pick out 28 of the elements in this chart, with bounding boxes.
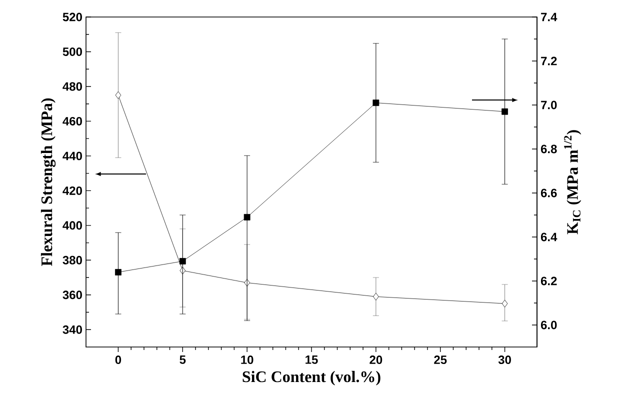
- y2-tick-label: 6.2: [540, 276, 557, 286]
- y-tick-label: 480: [62, 82, 82, 91]
- y-tick-label: 360: [62, 290, 82, 300]
- x-tick-label: 20: [370, 356, 382, 364]
- y2-axis-title: K$_{IC}$ (MPa m$^{1/2}$): [564, 130, 582, 234]
- x-tick-label: 5: [180, 356, 186, 364]
- y-tick-label: 380: [62, 256, 82, 264]
- y2-tick-label: 7.4: [541, 12, 558, 22]
- x-axis-title: SiC Content (vol.%): [242, 370, 380, 386]
- y-tick-label: 340: [62, 325, 82, 334]
- y2-tick-label: 6.8: [540, 144, 557, 154]
- y-tick-label: 500: [62, 47, 82, 56]
- y-tick-label: 440: [62, 152, 82, 160]
- x-tick-label: 10: [241, 356, 254, 364]
- y-tick-label: 520: [62, 12, 82, 22]
- x-tick-label: 15: [306, 356, 318, 364]
- x-tick-label: 30: [498, 356, 511, 364]
- x-tick-label: 0: [115, 356, 122, 364]
- y2-tick-label: 6.0: [540, 320, 557, 330]
- y-tick-label: 460: [62, 116, 82, 126]
- y-axis-title: Flexural Strength (MPa): [40, 98, 56, 266]
- y2-tick-label: 6.6: [540, 188, 557, 198]
- y2-tick-label: 7.2: [541, 56, 557, 66]
- y2-tick-label: 6.4: [540, 232, 558, 242]
- y-tick-label: 420: [62, 186, 82, 195]
- y-tick-label: 400: [62, 221, 82, 230]
- y2-tick-label: 7.0: [541, 100, 557, 110]
- x-tick-label: 25: [434, 356, 447, 364]
